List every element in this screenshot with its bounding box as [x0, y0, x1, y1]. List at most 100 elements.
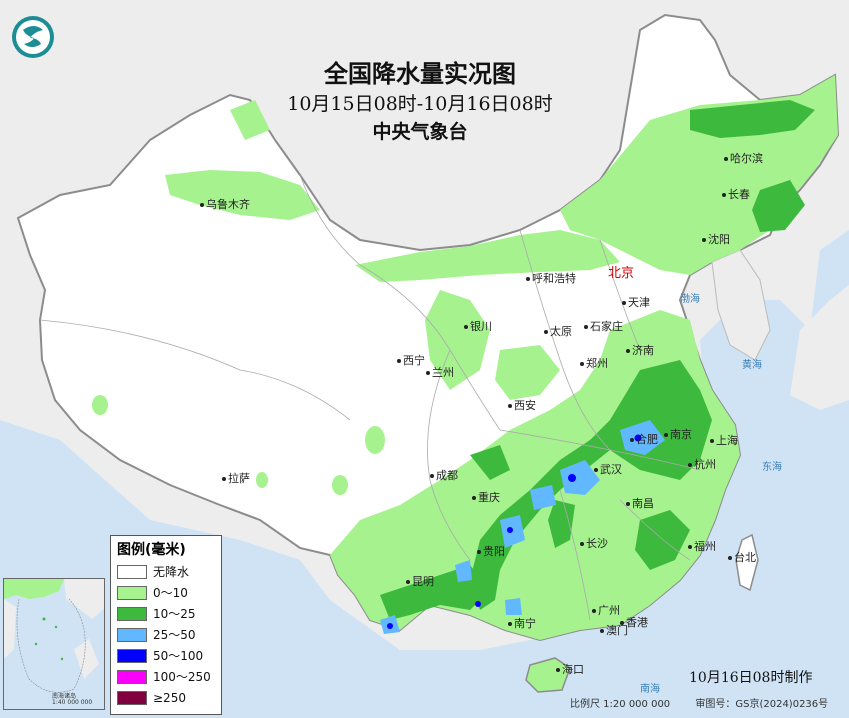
legend-title: 图例(毫米) — [117, 542, 186, 558]
city-label: 香港 — [626, 616, 648, 629]
city-dot-icon — [702, 238, 706, 242]
legend-swatch — [117, 690, 147, 705]
city-label: 太原 — [550, 325, 572, 338]
city-label: 海口 — [562, 663, 584, 676]
city-zhengzhou: 郑州 — [580, 355, 608, 371]
legend-swatch — [117, 585, 147, 600]
city-dot-icon — [664, 433, 668, 437]
japan-land — [790, 285, 849, 410]
city-label: 贵阳 — [483, 545, 505, 558]
city-lasa: 拉萨 — [222, 470, 250, 486]
city-label: 乌鲁木齐 — [206, 198, 250, 211]
capital-label: 北京 — [608, 266, 635, 281]
city-dot-icon — [222, 477, 226, 481]
city-changchun: 长春 — [722, 186, 750, 202]
city-dot-icon — [620, 621, 624, 625]
legend-swatch — [117, 564, 147, 579]
city-dot-icon — [722, 193, 726, 197]
city-guangzhou: 广州 — [592, 602, 620, 618]
city-jinan: 济南 — [626, 342, 654, 358]
footer-scale: 比例尺 1:20 000 000 — [570, 699, 671, 710]
city-label: 武汉 — [600, 463, 622, 476]
map-period: 10月15日08时-10月16日08时 — [287, 93, 553, 115]
legend-label: 25～50 — [153, 628, 196, 642]
city-dot-icon — [526, 277, 530, 281]
city-label: 沈阳 — [708, 233, 730, 246]
legend-item: 25～50 — [111, 624, 221, 645]
city-dot-icon — [544, 330, 548, 334]
legend-label: 100～250 — [153, 670, 211, 684]
city-label: 哈尔滨 — [730, 152, 763, 165]
legend-item: 50～100 — [111, 645, 221, 666]
city-label: 石家庄 — [590, 320, 623, 333]
city-fuzhou: 福州 — [688, 538, 716, 554]
cma-logo-icon — [12, 16, 54, 58]
map-title-block: 全国降水量实况图 10月15日08时-10月16日08时 中央气象台 — [250, 58, 590, 146]
city-label: 长春 — [728, 188, 750, 201]
city-xining: 西宁 — [397, 352, 425, 368]
city-dot-icon — [630, 438, 634, 442]
city-dot-icon — [688, 545, 692, 549]
inset-scale: 1:40 000 000 — [52, 699, 93, 706]
city-label: 广州 — [598, 604, 620, 617]
city-label: 澳门 — [606, 624, 628, 637]
legend-item: 10～25 — [111, 603, 221, 624]
city-dot-icon — [600, 629, 604, 633]
city-label: 成都 — [436, 469, 458, 482]
city-label: 西宁 — [403, 354, 425, 367]
city-xian: 西安 — [508, 397, 536, 413]
city-label: 合肥 — [636, 433, 658, 446]
city-chongqing: 重庆 — [472, 489, 500, 505]
city-wuhan: 武汉 — [594, 461, 622, 477]
city-dot-icon — [710, 439, 714, 443]
city-dot-icon — [580, 362, 584, 366]
city-dot-icon — [688, 463, 692, 467]
city-label: 济南 — [632, 344, 654, 357]
city-dot-icon — [592, 609, 596, 613]
city-shanghai: 上海 — [710, 432, 738, 448]
city-label: 重庆 — [478, 491, 500, 504]
city-label: 福州 — [694, 540, 716, 553]
city-nanning: 南宁 — [508, 615, 536, 631]
city-label: 上海 — [716, 434, 738, 447]
city-beijing: 北京 — [608, 262, 634, 281]
legend-item: 无降水 — [111, 561, 221, 582]
city-label: 呼和浩特 — [532, 272, 576, 285]
city-label: 兰州 — [432, 366, 454, 379]
taiwan-island — [735, 533, 759, 592]
legend-swatch — [117, 669, 147, 684]
inset-caption: 南海诸岛 — [52, 693, 77, 700]
city-dot-icon — [724, 157, 728, 161]
city-dot-icon — [426, 371, 430, 375]
city-label: 南昌 — [632, 497, 654, 510]
city-nanchang: 南昌 — [626, 495, 654, 511]
city-dot-icon — [508, 404, 512, 408]
city-label: 天津 — [628, 296, 650, 309]
city-label: 南京 — [670, 428, 692, 441]
map-title: 全国降水量实况图 — [324, 59, 516, 88]
city-nanjing: 南京 — [664, 426, 692, 442]
city-dot-icon — [472, 496, 476, 500]
city-guiyang: 贵阳 — [477, 543, 505, 559]
legend-item: 100～250 — [111, 666, 221, 687]
legend-item: 0～10 — [111, 582, 221, 603]
city-dot-icon — [200, 203, 204, 207]
legend: 图例(毫米) 无降水 0～10 10～25 25～50 50～100 100～2… — [110, 535, 222, 715]
city-chengdu: 成都 — [430, 467, 458, 483]
footer: 比例尺 1:20 000 000 审图号：GS京(2024)0236号 — [570, 695, 849, 710]
city-taiyuan: 太原 — [544, 323, 572, 339]
city-tianjin: 天津 — [622, 294, 650, 310]
city-yinchuan: 银川 — [464, 318, 492, 334]
city-label: 南宁 — [514, 617, 536, 630]
rain-50-100-areas — [387, 434, 642, 629]
city-dot-icon — [728, 556, 732, 560]
city-xianggang: 香港 — [620, 614, 648, 630]
map-issuer: 中央气象台 — [372, 121, 468, 143]
city-aomen: 澳门 — [600, 622, 628, 638]
city-label: 长沙 — [586, 537, 608, 550]
city-dot-icon — [477, 550, 481, 554]
city-hangzhou: 杭州 — [688, 456, 716, 472]
city-wulumuqi: 乌鲁木齐 — [200, 196, 250, 212]
